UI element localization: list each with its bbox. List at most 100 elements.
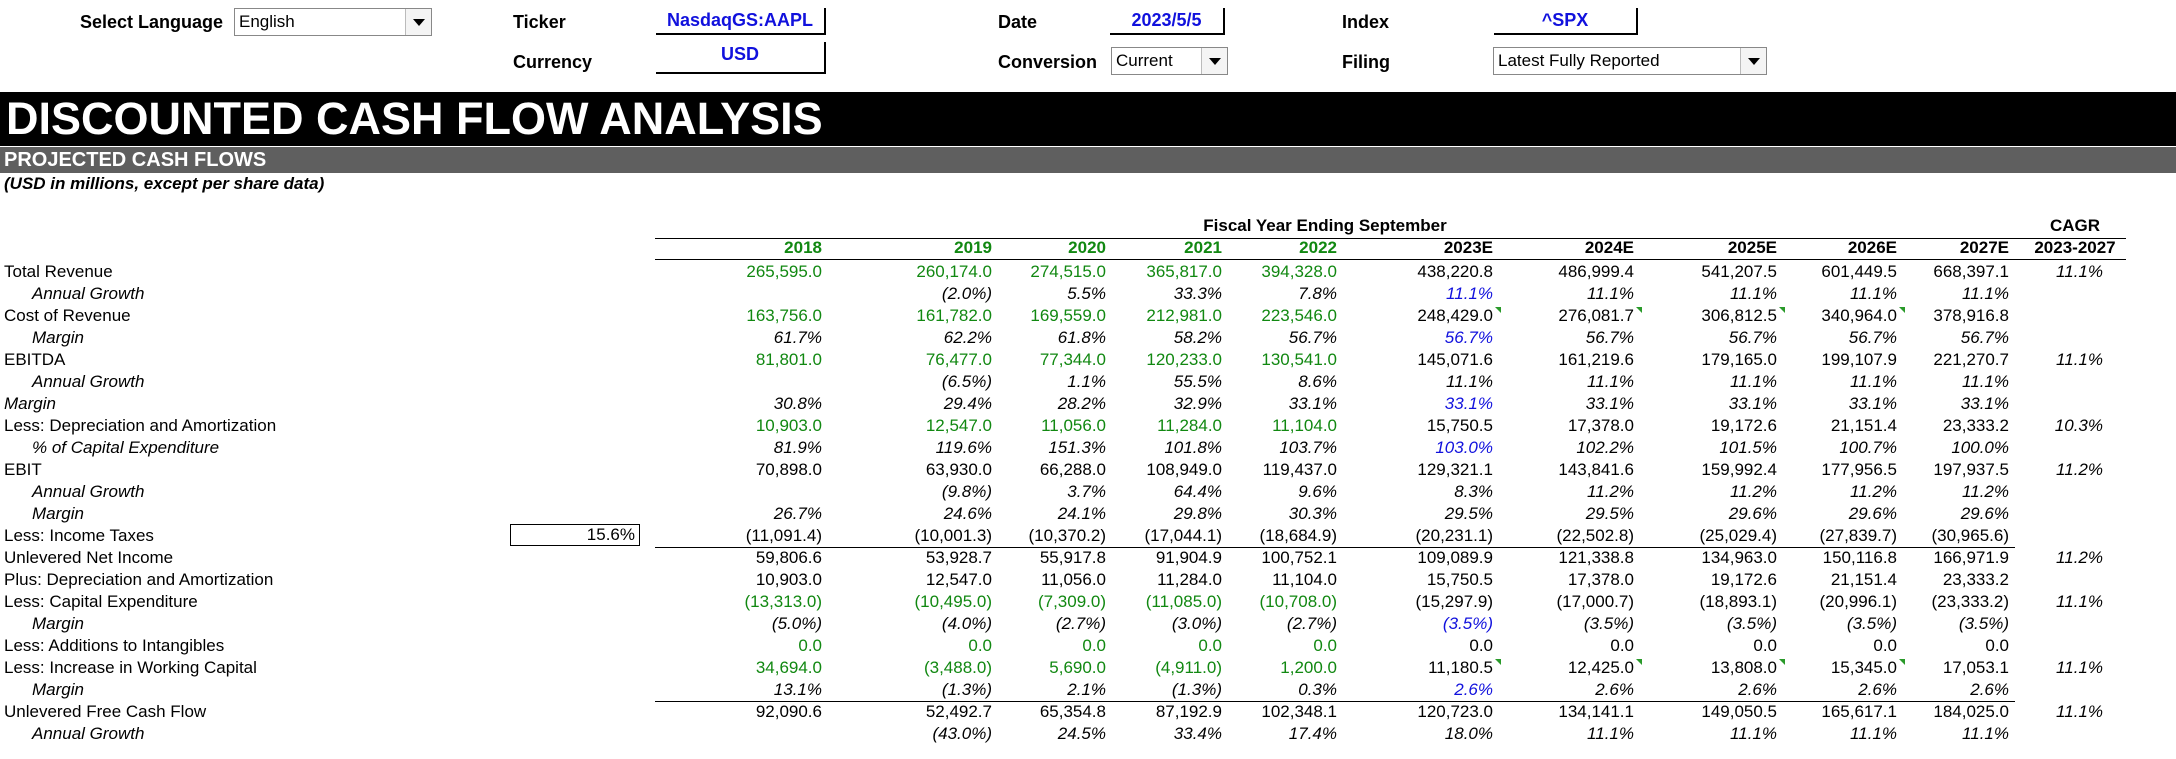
table-cell[interactable]: (5.0%) <box>771 614 822 633</box>
table-cell[interactable]: (1.3%) <box>1171 680 1222 699</box>
table-cell[interactable]: (10,495.0) <box>914 592 993 611</box>
table-cell[interactable]: (17,000.7) <box>1556 592 1635 611</box>
table-cell[interactable]: (10,001.3) <box>914 526 993 545</box>
table-cell[interactable]: 52,492.7 <box>925 702 992 721</box>
table-cell[interactable]: 19,172.6 <box>1710 570 1777 589</box>
table-cell[interactable]: 177,956.5 <box>1821 460 1897 479</box>
table-cell[interactable]: 223,546.0 <box>1261 306 1337 325</box>
table-cell[interactable]: 18.0% <box>1444 724 1493 743</box>
table-cell[interactable]: 274,515.0 <box>1030 262 1106 281</box>
table-cell[interactable]: 61.8% <box>1057 328 1106 347</box>
table-cell[interactable]: 199,107.9 <box>1821 350 1897 369</box>
table-cell[interactable]: 145,071.6 <box>1417 350 1493 369</box>
table-cell[interactable]: 121,338.8 <box>1558 548 1634 567</box>
table-cell[interactable]: (3.5%) <box>1846 614 1897 633</box>
table-cell[interactable]: (2.0%) <box>941 284 992 303</box>
table-cell[interactable]: 130,541.0 <box>1261 350 1337 369</box>
table-cell[interactable]: 276,081.7 <box>1558 306 1634 325</box>
table-cell[interactable]: 0.0 <box>1753 636 1777 655</box>
table-cell[interactable]: (6.5%) <box>941 372 992 391</box>
table-cell[interactable]: 87,192.9 <box>1155 702 1222 721</box>
table-cell[interactable]: (27,839.7) <box>1819 526 1898 545</box>
table-cell[interactable]: 58.2% <box>1173 328 1222 347</box>
table-cell[interactable]: 108,949.0 <box>1146 460 1222 479</box>
table-cell[interactable]: 11.1% <box>1587 372 1634 391</box>
table-cell[interactable]: 33.1% <box>1585 394 1634 413</box>
table-cell[interactable]: 17,378.0 <box>1567 416 1634 435</box>
table-cell[interactable]: 76,477.0 <box>925 350 992 369</box>
table-cell[interactable]: (1.3%) <box>941 680 992 699</box>
table-cell[interactable]: 150,116.8 <box>1822 548 1897 567</box>
table-cell[interactable]: 0.0 <box>1198 636 1222 655</box>
table-cell[interactable]: 3.7% <box>1067 482 1106 501</box>
table-cell[interactable]: 26.7% <box>773 504 822 523</box>
table-cell[interactable]: (30,965.6) <box>1931 526 2010 545</box>
table-cell[interactable]: 11,056.0 <box>1041 570 1106 589</box>
table-cell[interactable]: 120,233.0 <box>1146 350 1222 369</box>
table-cell[interactable]: 134,141.1 <box>1558 702 1634 721</box>
table-cell[interactable]: 2.1% <box>1067 680 1106 699</box>
table-cell[interactable]: (20,231.1) <box>1415 526 1494 545</box>
table-cell[interactable]: 5.5% <box>1067 284 1106 303</box>
table-cell[interactable]: 33.1% <box>1848 394 1897 413</box>
table-cell[interactable]: 12,425.0 <box>1567 658 1634 677</box>
table-cell[interactable]: 2.6% <box>1858 680 1897 699</box>
table-cell[interactable]: 1.1% <box>1067 372 1106 391</box>
table-cell[interactable]: 365,817.0 <box>1146 262 1222 281</box>
table-cell[interactable]: 100.7% <box>1839 438 1897 457</box>
table-cell[interactable]: 100.0% <box>1951 438 2009 457</box>
table-cell[interactable]: (22,502.8) <box>1556 526 1635 545</box>
table-cell[interactable]: 11.1% <box>1587 284 1634 303</box>
table-cell[interactable]: 0.0 <box>1469 636 1493 655</box>
table-cell[interactable]: 33.1% <box>1288 394 1337 413</box>
table-cell[interactable]: 11,284.0 <box>1157 416 1222 435</box>
table-cell[interactable]: 66,288.0 <box>1039 460 1106 479</box>
table-cell[interactable]: 53,928.7 <box>925 548 992 567</box>
chevron-down-icon[interactable] <box>405 9 431 35</box>
table-cell[interactable]: 2.6% <box>1454 680 1493 699</box>
table-cell[interactable]: 65,354.8 <box>1039 702 1106 721</box>
table-cell[interactable]: (7,309.0) <box>1037 592 1106 611</box>
table-cell[interactable]: 11.1% <box>1962 372 2009 391</box>
table-cell[interactable]: 11.1% <box>1446 372 1493 391</box>
table-cell[interactable]: 11,180.5 <box>1428 658 1493 677</box>
table-cell[interactable]: 100,752.1 <box>1261 548 1337 567</box>
table-cell[interactable]: 378,916.8 <box>1933 306 2009 325</box>
table-cell[interactable]: 24.6% <box>943 504 992 523</box>
table-cell[interactable]: 29.4% <box>943 394 992 413</box>
table-cell[interactable]: 541,207.5 <box>1701 262 1777 281</box>
table-cell[interactable]: 64.4% <box>1173 482 1222 501</box>
table-cell[interactable]: (25,029.4) <box>1699 526 1778 545</box>
table-cell[interactable]: 33.1% <box>1960 394 2009 413</box>
table-cell[interactable]: (43.0%) <box>932 724 992 743</box>
table-cell[interactable]: 92,090.6 <box>755 702 822 721</box>
language-dropdown[interactable]: English <box>234 8 432 36</box>
table-cell[interactable]: (18,893.1) <box>1699 592 1778 611</box>
table-cell[interactable]: 0.0 <box>1985 636 2009 655</box>
table-cell[interactable]: 143,841.6 <box>1558 460 1634 479</box>
table-cell[interactable]: 0.0 <box>968 636 992 655</box>
table-cell[interactable]: 29.8% <box>1173 504 1222 523</box>
table-cell[interactable]: 119.6% <box>935 438 992 457</box>
table-cell[interactable]: 9.6% <box>1298 482 1337 501</box>
table-cell[interactable]: 184,025.0 <box>1933 702 2009 721</box>
table-cell[interactable]: 11.1% <box>1730 724 1777 743</box>
table-cell[interactable]: 260,174.0 <box>916 262 992 281</box>
table-cell[interactable]: 1,200.0 <box>1280 658 1337 677</box>
index-input[interactable]: ^SPX <box>1494 8 1638 35</box>
table-cell[interactable]: 2.6% <box>1970 680 2009 699</box>
table-cell[interactable]: 159,992.4 <box>1701 460 1777 479</box>
table-cell[interactable]: 11,104.0 <box>1272 570 1337 589</box>
table-cell[interactable]: 15,750.5 <box>1426 416 1493 435</box>
table-cell[interactable]: 134,963.0 <box>1701 548 1777 567</box>
table-cell[interactable]: 11,104.0 <box>1272 416 1337 435</box>
table-cell[interactable]: 10,903.0 <box>755 570 822 589</box>
table-cell[interactable]: 11.1% <box>1730 284 1777 303</box>
table-cell[interactable]: 30.8% <box>773 394 822 413</box>
table-cell[interactable]: 601,449.5 <box>1821 262 1897 281</box>
chevron-down-icon[interactable] <box>1740 48 1766 74</box>
table-cell[interactable]: 438,220.8 <box>1417 262 1493 281</box>
table-cell[interactable]: (15,297.9) <box>1415 592 1494 611</box>
tax-rate-input[interactable]: 15.6% <box>510 524 640 546</box>
table-cell[interactable]: 24.1% <box>1057 504 1106 523</box>
